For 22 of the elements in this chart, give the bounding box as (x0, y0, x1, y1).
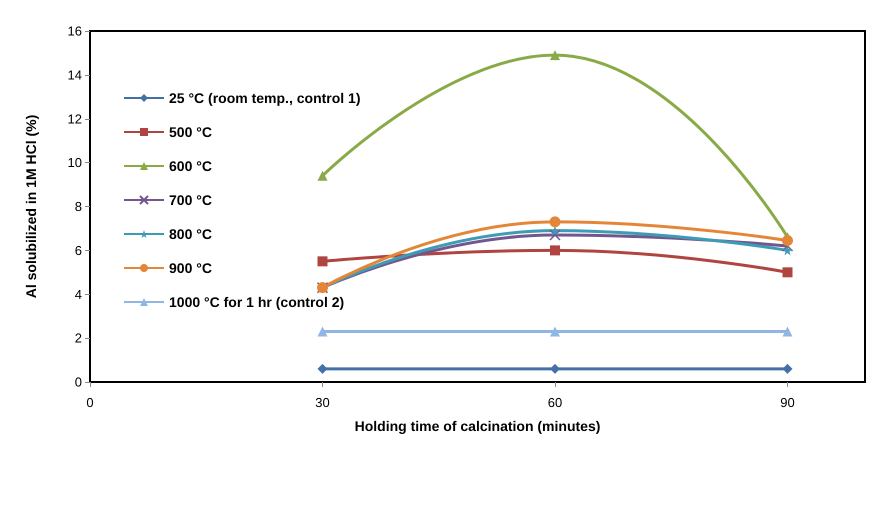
y-tick-label: 12 (68, 111, 82, 126)
legend-label: 500 °C (169, 124, 212, 140)
x-tick-label: 30 (315, 395, 330, 410)
y-tick-label: 4 (74, 286, 82, 302)
y-axis-title: Al solubilized in 1M HCl (%) (23, 114, 39, 298)
legend-label: 1000 °C for 1 hr (control 2) (169, 294, 344, 310)
y-tick-label: 6 (74, 242, 82, 258)
y-tick-label: 10 (68, 155, 82, 170)
y-tick-label: 0 (74, 374, 82, 390)
y-tick-label: 14 (68, 67, 82, 82)
x-axis-title: Holding time of calcination (minutes) (354, 418, 600, 434)
x-tick-label: 90 (780, 395, 795, 410)
x-tick-label: 0 (86, 395, 94, 410)
y-tick-label: 16 (68, 24, 82, 38)
legend-label: 800 °C (169, 226, 212, 242)
legend-label: 25 °C (room temp., control 1) (169, 90, 361, 106)
legend-label: 700 °C (169, 192, 212, 208)
legend-label: 600 °C (169, 158, 212, 174)
legend-label: 900 °C (169, 260, 212, 276)
y-tick-label: 2 (74, 330, 82, 346)
y-tick-label: 8 (74, 199, 82, 214)
x-tick-label: 60 (548, 395, 562, 410)
